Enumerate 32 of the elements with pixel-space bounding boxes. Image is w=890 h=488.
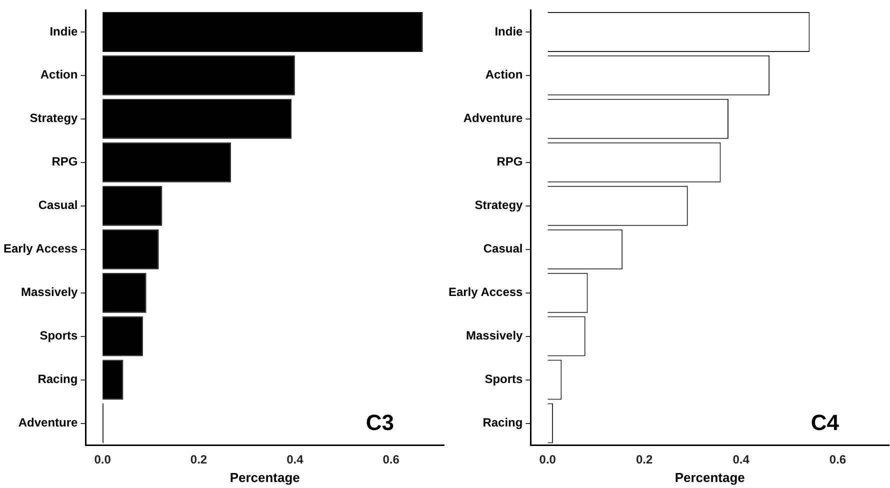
annotation: C3 [366, 410, 394, 436]
y-tick-label: Indie [50, 24, 78, 38]
y-tick-label: Racing [38, 372, 78, 386]
y-tick-label: Action [40, 68, 78, 82]
y-tick-label: Strategy [474, 198, 524, 212]
x-axis-title: Percentage [230, 470, 300, 485]
x-tick-label: 0.4 [286, 452, 304, 467]
y-tick-label: Strategy [30, 111, 78, 126]
y-tick-label: RPG [52, 154, 78, 169]
y-tick-label: Massively [21, 285, 78, 300]
x-tick-label: 0.2 [636, 452, 654, 467]
x-tick-label: 0.0 [539, 452, 556, 467]
x-tick-label: 0.0 [94, 452, 112, 467]
x-tick-label: 0.6 [382, 452, 400, 467]
y-tick-label: Massively [466, 328, 524, 343]
annotation: C4 [810, 410, 840, 436]
y-tick-label: Sports [40, 328, 78, 343]
y-tick-label: Action [485, 68, 523, 82]
y-tick-label: Indie [494, 24, 524, 38]
y-tick-label: Adventure [18, 416, 78, 430]
y-tick-label: Casual [483, 242, 523, 256]
y-tick-label: Early Access [3, 242, 78, 256]
y-tick-label: Sports [484, 372, 524, 386]
x-tick-label: 0.4 [732, 452, 750, 467]
x-tick-label: 0.2 [190, 452, 208, 467]
y-tick-label: Early Access [448, 285, 524, 300]
y-tick-label: RPG [496, 154, 523, 169]
x-axis-title: Percentage [674, 470, 745, 485]
y-tick-label: Adventure [463, 111, 524, 126]
y-tick-label: Casual [38, 198, 78, 212]
y-tick-label: Racing [482, 416, 523, 430]
x-tick-label: 0.6 [829, 452, 846, 467]
